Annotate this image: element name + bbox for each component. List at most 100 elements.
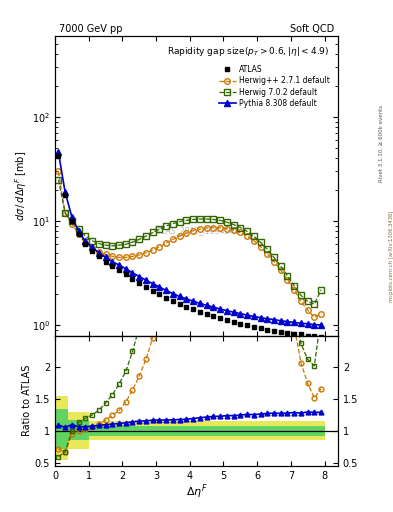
Pythia 8.308 default (292, 319, 297, 326)
Bar (271, 421, 277, 440)
Bar (143, 421, 149, 440)
Pythia 8.308 default (224, 308, 229, 314)
Pythia 8.308 default (305, 321, 310, 327)
ATLAS (157, 291, 162, 297)
ATLAS (83, 241, 88, 247)
Herwig 7.0.2 default (123, 241, 128, 247)
Herwig++ 2.7.1 default (238, 229, 242, 236)
Bar (55, 409, 62, 449)
Herwig 7.0.2 default (70, 218, 74, 224)
Bar (291, 421, 298, 440)
Herwig++ 2.7.1 default (177, 233, 182, 239)
Pythia 8.308 default (299, 320, 303, 326)
Herwig++ 2.7.1 default (103, 251, 108, 258)
Bar (169, 421, 176, 440)
ATLAS (143, 284, 148, 290)
Herwig 7.0.2 default (238, 224, 242, 230)
Herwig++ 2.7.1 default (299, 298, 303, 305)
Herwig++ 2.7.1 default (285, 276, 290, 283)
ATLAS (90, 248, 94, 254)
Herwig++ 2.7.1 default (245, 233, 250, 239)
Text: Rapidity gap size$(p_{T} > 0.6, |\eta| < 4.9)$: Rapidity gap size$(p_{T} > 0.6, |\eta| <… (167, 45, 329, 58)
Herwig 7.0.2 default (258, 239, 263, 245)
Bar (89, 426, 95, 436)
Herwig++ 2.7.1 default (198, 226, 202, 232)
Herwig++ 2.7.1 default (96, 249, 101, 255)
Pythia 8.308 default (312, 322, 317, 328)
ATLAS (231, 319, 236, 325)
Herwig 7.0.2 default (305, 298, 310, 305)
ATLAS (110, 263, 115, 269)
Legend: ATLAS, Herwig++ 2.7.1 default, Herwig 7.0.2 default, Pythia 8.308 default: ATLAS, Herwig++ 2.7.1 default, Herwig 7.… (218, 63, 331, 110)
Bar (122, 426, 129, 436)
Herwig 7.0.2 default (143, 233, 148, 239)
Bar (284, 426, 291, 436)
Bar (250, 421, 257, 440)
Bar (230, 426, 237, 436)
Bar (203, 426, 210, 436)
Bar (129, 426, 136, 436)
Bar (244, 421, 250, 440)
Bar (75, 412, 82, 449)
ATLAS (70, 218, 74, 224)
Herwig 7.0.2 default (245, 228, 250, 234)
Pythia 8.308 default (285, 318, 290, 325)
Bar (68, 412, 75, 449)
Herwig++ 2.7.1 default (171, 237, 175, 243)
Herwig 7.0.2 default (231, 222, 236, 228)
Herwig++ 2.7.1 default (143, 249, 148, 255)
Line: Herwig++ 2.7.1 default: Herwig++ 2.7.1 default (56, 169, 324, 320)
Herwig++ 2.7.1 default (63, 210, 68, 216)
ATLAS (103, 259, 108, 265)
ATLAS (211, 313, 216, 319)
Bar (129, 421, 136, 440)
ATLAS (56, 153, 61, 159)
Bar (190, 421, 196, 440)
ATLAS (299, 331, 303, 337)
Bar (298, 426, 304, 436)
ATLAS (312, 333, 317, 339)
Herwig++ 2.7.1 default (184, 230, 189, 236)
Line: Herwig 7.0.2 default: Herwig 7.0.2 default (56, 177, 324, 307)
Bar (230, 421, 237, 440)
Pythia 8.308 default (245, 312, 250, 318)
Bar (318, 421, 325, 440)
Pythia 8.308 default (177, 293, 182, 300)
Bar (277, 421, 284, 440)
Herwig 7.0.2 default (299, 292, 303, 298)
Bar (163, 426, 169, 436)
Pythia 8.308 default (184, 296, 189, 302)
Pythia 8.308 default (211, 304, 216, 310)
Herwig++ 2.7.1 default (70, 221, 74, 227)
Herwig++ 2.7.1 default (265, 250, 270, 257)
Herwig++ 2.7.1 default (258, 244, 263, 250)
Text: 7000 GeV pp: 7000 GeV pp (59, 24, 123, 34)
ATLAS (184, 304, 189, 310)
Herwig++ 2.7.1 default (211, 224, 216, 230)
ATLAS (252, 324, 256, 330)
Herwig++ 2.7.1 default (231, 227, 236, 233)
Bar (176, 426, 183, 436)
Pythia 8.308 default (151, 281, 155, 287)
Herwig 7.0.2 default (164, 223, 169, 229)
Pythia 8.308 default (56, 149, 61, 155)
Pythia 8.308 default (272, 316, 276, 323)
Bar (210, 421, 217, 440)
Herwig 7.0.2 default (198, 216, 202, 222)
ATLAS (177, 301, 182, 307)
Bar (304, 426, 311, 436)
ATLAS (137, 280, 141, 286)
Bar (156, 426, 163, 436)
Bar (169, 426, 176, 436)
Bar (183, 421, 190, 440)
ATLAS (198, 309, 202, 315)
Pythia 8.308 default (252, 313, 256, 319)
Pythia 8.308 default (191, 298, 195, 304)
Pythia 8.308 default (218, 306, 222, 312)
ATLAS (130, 276, 135, 282)
Herwig 7.0.2 default (110, 243, 115, 249)
Herwig 7.0.2 default (272, 254, 276, 261)
Pythia 8.308 default (103, 254, 108, 261)
Bar (102, 421, 109, 440)
Bar (102, 426, 109, 436)
